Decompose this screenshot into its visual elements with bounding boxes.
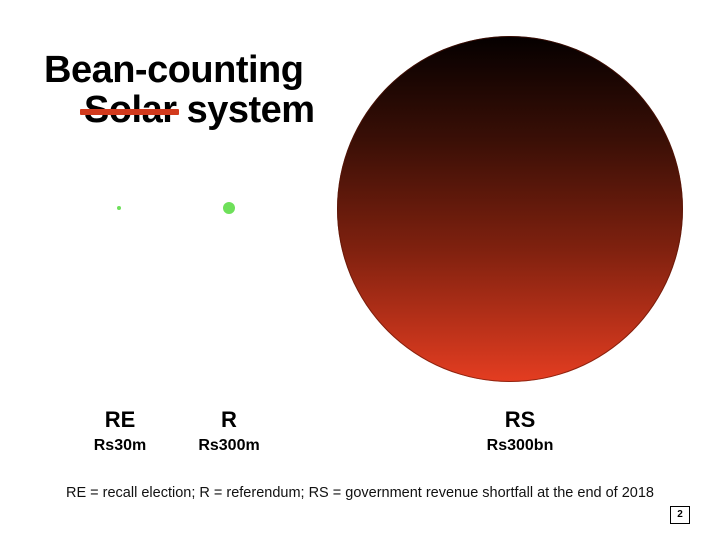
title-line-1: Bean-counting — [44, 49, 304, 91]
rs-label: RS Rs300bn — [460, 407, 580, 457]
rs-abbr: RS — [504, 407, 536, 432]
title-line-2-rest: system — [176, 89, 316, 131]
re-amount: Rs30m — [93, 437, 147, 454]
struck-word: Solar — [80, 90, 179, 130]
r-dot — [223, 202, 235, 214]
re-label: RE Rs30m — [60, 407, 180, 457]
r-abbr: R — [221, 407, 237, 432]
strikethrough-bar — [80, 109, 179, 115]
re-abbr: RE — [104, 407, 136, 432]
rs-amount: Rs300bn — [486, 437, 554, 454]
r-amount: Rs300m — [198, 437, 260, 454]
re-dot — [117, 206, 121, 210]
slide-title: Bean-counting Solar system — [44, 50, 315, 130]
title-line-2: Solar system — [44, 90, 315, 130]
r-label: R Rs300m — [169, 407, 289, 457]
footnote: RE = recall election; R = referendum; RS… — [66, 485, 654, 501]
rs-circle — [337, 36, 683, 382]
page-number: 2 — [670, 506, 690, 524]
